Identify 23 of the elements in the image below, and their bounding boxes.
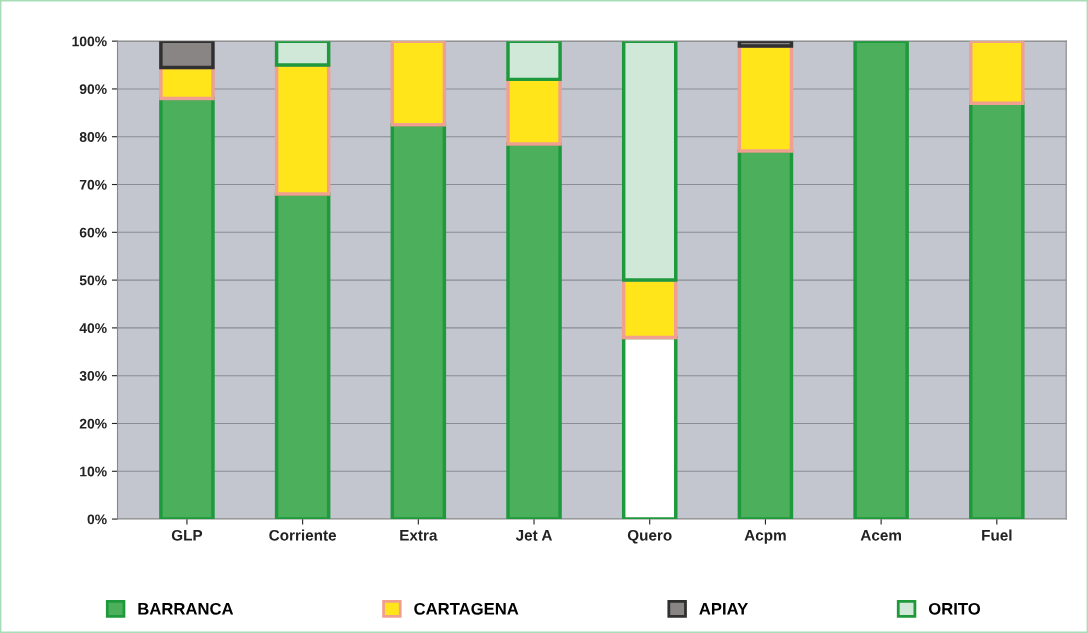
legend-label: CARTAGENA	[414, 602, 519, 615]
y-tick-label: 40%	[79, 323, 107, 334]
x-tick-label: Fuel	[982, 529, 1012, 541]
x-tick-label: Quero	[627, 529, 672, 544]
legend-label: ORITO	[928, 602, 981, 615]
x-tick-label: Acem	[860, 530, 901, 541]
x-tick-label: Acpm	[744, 530, 786, 544]
y-tick-label: 10%	[80, 466, 107, 477]
y-tick-label: 50%	[79, 275, 107, 286]
y-tick-label: 60%	[79, 227, 107, 238]
legend-label: APIAY	[699, 603, 748, 615]
y-tick-label: 100%	[72, 36, 107, 47]
x-tick-label: GLP	[171, 529, 203, 541]
y-tick-label: 0%	[87, 514, 107, 525]
legend-label: BARRANCA	[138, 602, 234, 615]
x-tick-label: Jet A	[515, 530, 553, 541]
x-tick-label: Corriente	[269, 529, 337, 541]
y-tick-label: 30%	[79, 371, 107, 381]
x-tick-label: Extra	[400, 530, 438, 541]
y-tick-label: 20%	[79, 418, 107, 429]
y-tick-label: 80%	[79, 132, 107, 142]
y-tick-label: 70%	[79, 179, 107, 190]
y-tick-label: 90%	[79, 84, 107, 95]
